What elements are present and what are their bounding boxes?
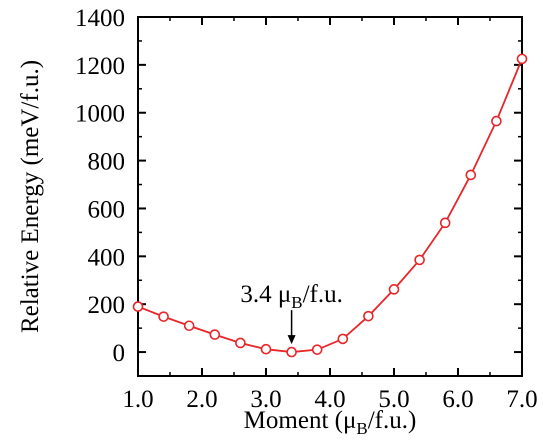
x-tick-label: 5.0 xyxy=(378,386,409,413)
data-point xyxy=(260,343,272,355)
data-point xyxy=(158,311,169,322)
y-tick-label: 400 xyxy=(88,244,126,271)
data-point xyxy=(465,169,477,181)
y-tick-label: 1000 xyxy=(75,101,125,128)
data-point xyxy=(414,254,425,266)
data-point xyxy=(132,301,144,312)
data-point xyxy=(388,284,400,295)
data-point xyxy=(183,320,195,332)
y-tick-label: 1200 xyxy=(75,53,125,80)
x-axis-label: Moment (μB/f.u.) xyxy=(244,407,417,438)
y-tick-label: 800 xyxy=(88,149,126,176)
y-axis-label: Relative Energy (meV/f.u.) xyxy=(17,60,44,333)
y-tick-label: 1400 xyxy=(75,5,125,32)
axes xyxy=(137,16,523,377)
data-point xyxy=(491,115,502,127)
series xyxy=(132,53,528,358)
y-tick-label: 200 xyxy=(88,292,126,319)
x-tick-label: 6.0 xyxy=(442,386,473,413)
annotation-label: 3.4 μB/f.u. xyxy=(240,281,343,312)
plot-frame xyxy=(137,16,523,377)
x-tick-label: 2.0 xyxy=(186,386,217,413)
data-point xyxy=(286,346,297,358)
data-point xyxy=(363,310,374,322)
x-tick-label: 1.0 xyxy=(122,386,153,413)
data-point xyxy=(516,53,528,65)
series-line xyxy=(137,58,523,353)
x-tick-label: 3.0 xyxy=(250,386,281,413)
x-tick-label: 7.0 xyxy=(506,386,537,413)
data-point xyxy=(337,333,349,345)
annotation-arrow-head xyxy=(287,335,296,345)
data-point xyxy=(235,337,246,349)
x-tick-label: 4.0 xyxy=(314,386,345,413)
data-point xyxy=(209,329,221,340)
data-point xyxy=(311,344,323,355)
data-point xyxy=(439,217,451,229)
y-tick-label: 600 xyxy=(88,196,126,223)
annotation: 3.4 μB/f.u. xyxy=(240,281,343,345)
ticks: 0 200 400 600 800 1000 1200 1400 1.0 2.0 3.0 4.0 5.0… xyxy=(75,5,538,413)
y-tick-label: 0 xyxy=(113,340,126,367)
